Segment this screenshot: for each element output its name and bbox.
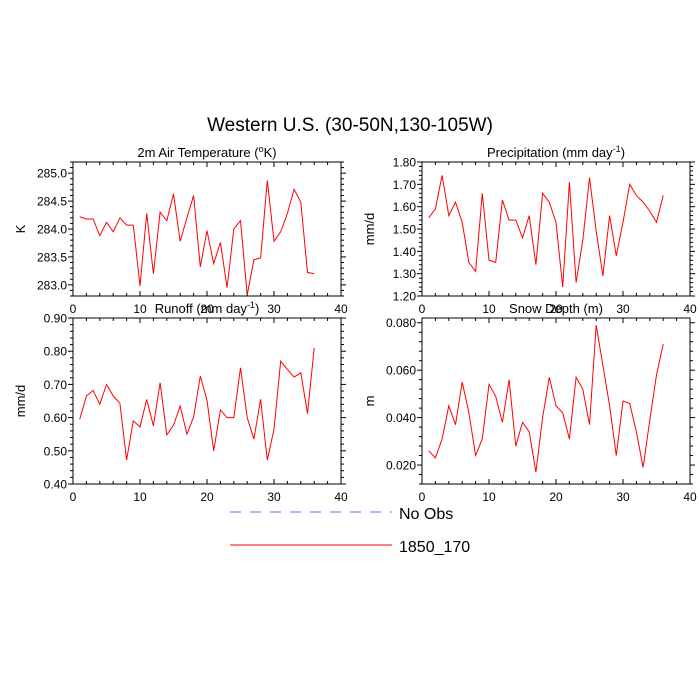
x-tick-label-runoff: 40 [334, 490, 348, 504]
y-tick-label-precipitation: 1.20 [393, 290, 417, 304]
x-tick-label-snow-depth: 20 [549, 490, 563, 504]
y-tick-label-air-temperature: 284.5 [37, 195, 67, 209]
panel-title-main-air-temperature: 2m Air Temperature ( [137, 145, 259, 160]
x-tick-label-air-temperature: 20 [200, 302, 214, 316]
y-tick-label-air-temperature: 283.5 [37, 250, 67, 264]
panel-title-tail-air-temperature: K) [264, 145, 277, 160]
x-tick-label-snow-depth: 40 [683, 490, 697, 504]
x-tick-label-precipitation: 40 [683, 302, 697, 316]
panel-title-snow-depth: Snow Depth (m) [509, 301, 603, 316]
panel-title-sup-precipitation: -1 [613, 144, 621, 154]
panel-title-tail-runoff: ) [255, 301, 259, 316]
panel-frame-precipitation [421, 161, 691, 297]
figure-title: Western U.S. (30-50N,130-105W) [207, 115, 493, 136]
y-tick-label-snow-depth: 0.060 [386, 364, 416, 378]
panel-frame-air-temperature [72, 161, 342, 297]
y-tick-label-air-temperature: 284.0 [37, 223, 67, 237]
x-tick-label-snow-depth: 0 [419, 490, 426, 504]
y-tick-label-runoff: 0.50 [44, 444, 68, 458]
panel-snow-depth: Snow Depth (m) m 0 10 20 30 40 0.020 0.040 0.060 0… [362, 301, 697, 504]
panel-title-sup-runoff: -1 [247, 300, 255, 310]
panel-title-tail-precipitation: ) [621, 145, 625, 160]
y-axis-label-snow-depth: m [362, 396, 377, 407]
x-tick-label-air-temperature: 0 [70, 302, 77, 316]
y-tick-label-precipitation: 1.80 [393, 156, 417, 170]
y-tick-label-runoff: 0.80 [44, 345, 68, 359]
legend-label-1850-170: 1850_170 [399, 539, 470, 556]
y-tick-label-precipitation: 1.50 [393, 223, 417, 237]
panel-runoff: Runoff (mm day-1) mm/d 0 10 20 30 40 0.40 0.50 0.… [13, 300, 348, 504]
y-tick-label-air-temperature: 285.0 [37, 167, 67, 181]
panel-title-main-precipitation: Precipitation (mm day [487, 145, 613, 160]
y-tick-label-precipitation: 1.70 [393, 178, 417, 192]
x-tick-label-snow-depth: 10 [482, 490, 496, 504]
y-tick-label-runoff: 0.90 [44, 312, 68, 326]
series-line-snow-depth [428, 325, 664, 473]
y-tick-label-runoff: 0.70 [44, 378, 68, 392]
y-axis-label-runoff: mm/d [13, 385, 28, 418]
legend-label-no-obs: No Obs [399, 506, 453, 523]
panel-title-precipitation: Precipitation (mm day-1) [487, 144, 625, 160]
panel-frame-snow-depth [421, 317, 691, 485]
x-tick-label-runoff: 20 [200, 490, 214, 504]
y-tick-label-runoff: 0.40 [44, 478, 68, 492]
series-line-air-temperature [79, 180, 315, 295]
y-tick-label-snow-depth: 0.040 [386, 411, 416, 425]
x-tick-label-air-temperature: 10 [133, 302, 147, 316]
x-tick-label-precipitation: 0 [419, 302, 426, 316]
x-tick-label-air-temperature: 30 [267, 302, 281, 316]
y-axis-label-air-temperature: K [13, 224, 28, 233]
y-axis-label-precipitation: mm/d [362, 213, 377, 246]
y-tick-label-snow-depth: 0.080 [386, 316, 416, 330]
x-tick-label-precipitation: 20 [549, 302, 563, 316]
series-line-runoff [79, 347, 315, 461]
x-tick-label-snow-depth: 30 [616, 490, 630, 504]
x-tick-label-runoff: 0 [70, 490, 77, 504]
panel-air-temperature: 2m Air Temperature (oK) K 0 10 20 30 40 283.0 28… [13, 144, 348, 316]
panel-precipitation: Precipitation (mm day-1) mm/d 0 10 20 30 40 1.2… [362, 144, 697, 316]
x-tick-label-precipitation: 30 [616, 302, 630, 316]
y-tick-label-precipitation: 1.40 [393, 245, 417, 259]
y-tick-label-air-temperature: 283.0 [37, 278, 67, 292]
y-tick-label-precipitation: 1.30 [393, 267, 417, 281]
x-tick-label-air-temperature: 40 [334, 302, 348, 316]
legend: No Obs 1850_170 [230, 506, 470, 556]
panel-title-runoff: Runoff (mm day-1) [155, 300, 260, 316]
panel-title-sup-air-temperature: o [259, 144, 264, 154]
x-tick-label-runoff: 10 [133, 490, 147, 504]
panel-title-main-snow-depth: Snow Depth (m) [509, 301, 603, 316]
chart-panels: 2m Air Temperature (oK) K 0 10 20 30 40 283.0 28… [13, 144, 697, 504]
x-tick-label-runoff: 30 [267, 490, 281, 504]
y-tick-label-snow-depth: 0.020 [386, 459, 416, 473]
x-tick-label-precipitation: 10 [482, 302, 496, 316]
panel-title-air-temperature: 2m Air Temperature (oK) [137, 144, 276, 160]
y-tick-label-runoff: 0.60 [44, 411, 68, 425]
panel-title-main-runoff: Runoff (mm day [155, 301, 248, 316]
series-line-precipitation [428, 175, 664, 288]
y-tick-label-precipitation: 1.60 [393, 200, 417, 214]
